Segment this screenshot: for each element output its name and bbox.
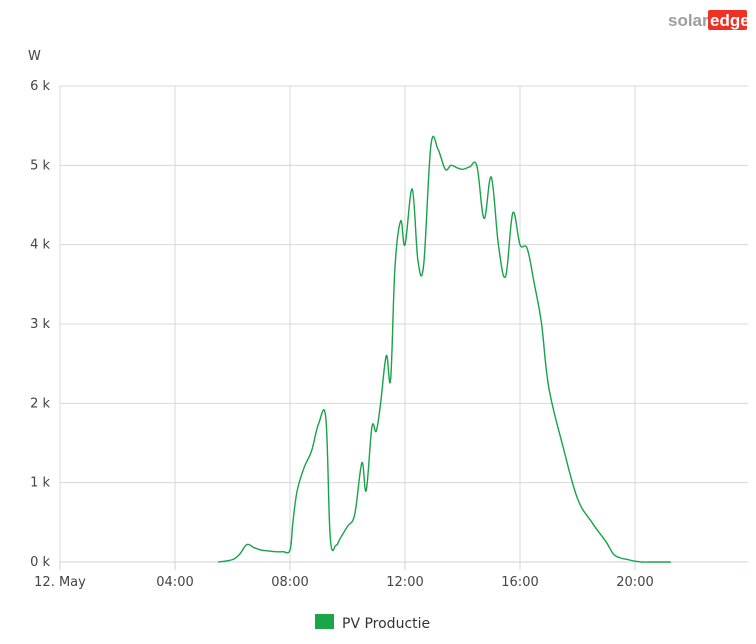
legend-label-pv-productie[interactable]: PV Productie xyxy=(342,616,430,632)
grid-layer xyxy=(59,85,748,570)
x-tick-label-1: 04:00 xyxy=(156,575,193,590)
y-tick-label-5: 5 k xyxy=(30,158,50,173)
x-tick-label-0: 12. May xyxy=(34,575,86,590)
x-tick-labels: 12. May 04:00 08:00 12:00 16:00 20:00 xyxy=(34,575,654,590)
y-tick-label-6: 6 k xyxy=(30,79,50,94)
y-tick-labels: 0 k 1 k 2 k 3 k 4 k 5 k 6 k xyxy=(30,79,50,570)
logo-edge-box xyxy=(708,10,747,30)
series-line-0[interactable] xyxy=(217,135,671,563)
x-tick-label-5: 20:00 xyxy=(616,575,653,590)
legend[interactable]: PV Productie xyxy=(315,614,430,632)
logo-solar-text: solar xyxy=(668,11,709,30)
y-tick-label-1: 1 k xyxy=(30,476,50,491)
x-tick-label-3: 12:00 xyxy=(386,575,423,590)
x-tick-label-2: 08:00 xyxy=(271,575,308,590)
y-tick-label-2: 2 k xyxy=(30,396,50,411)
series-layer xyxy=(217,135,671,563)
y-axis-unit-label: W xyxy=(28,49,41,64)
brand-logo: solar edge xyxy=(668,10,750,30)
y-tick-label-0: 0 k xyxy=(30,555,50,570)
legend-swatch-pv-productie xyxy=(315,614,334,629)
y-tick-label-4: 4 k xyxy=(30,238,50,253)
y-tick-label-3: 3 k xyxy=(30,317,50,332)
x-tick-label-4: 16:00 xyxy=(501,575,538,590)
logo-edge-text: edge xyxy=(710,11,750,30)
